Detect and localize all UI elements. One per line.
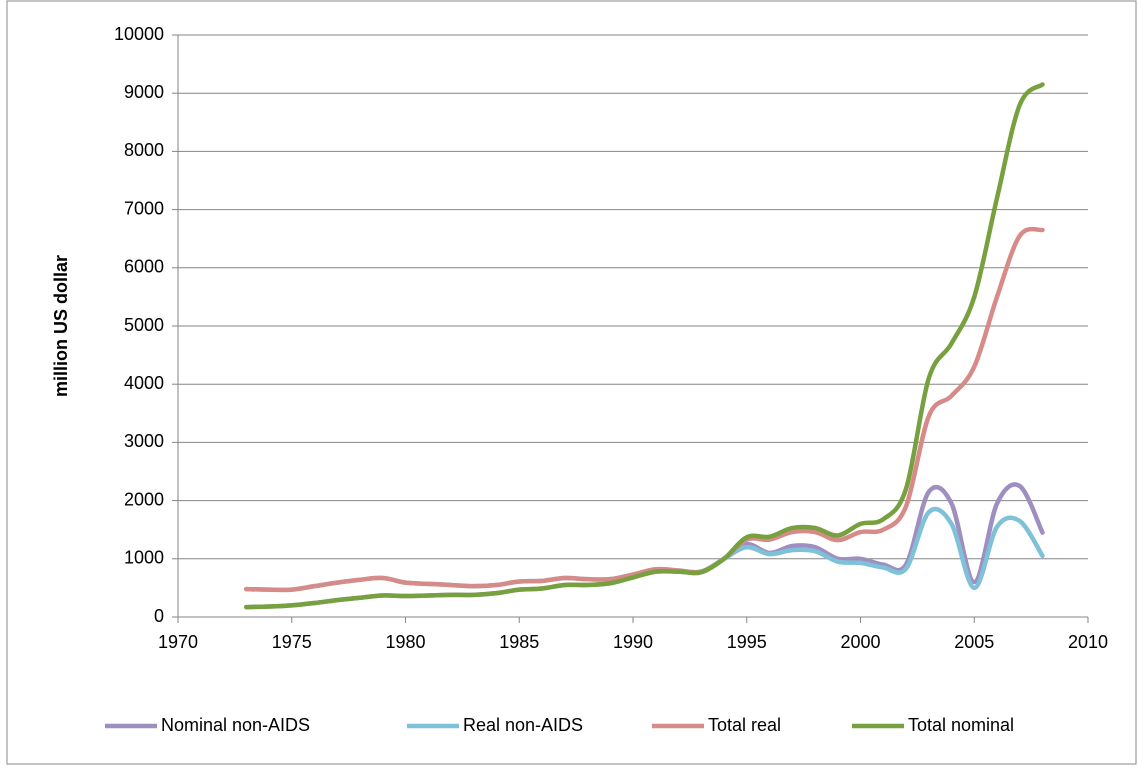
series-line <box>244 482 1045 610</box>
series-line <box>244 82 1045 610</box>
x-tick-label: 1970 <box>158 632 198 652</box>
x-tick-label: 1980 <box>385 632 425 652</box>
legend-label: Total real <box>708 715 781 735</box>
y-tick-label: 9000 <box>124 82 164 102</box>
y-tick-label: 2000 <box>124 489 164 509</box>
series-line <box>244 226 1045 593</box>
y-tick-label: 3000 <box>124 431 164 451</box>
x-tick-label: 2010 <box>1068 632 1108 652</box>
chart-frame <box>6 0 1137 765</box>
y-tick-label: 5000 <box>124 315 164 335</box>
legend-label: Real non-AIDS <box>463 715 583 735</box>
y-tick-label: 6000 <box>124 257 164 277</box>
y-tick-label: 1000 <box>124 548 164 568</box>
y-tick-label: 8000 <box>124 140 164 160</box>
y-tick-label: 7000 <box>124 198 164 218</box>
x-tick-label: 2000 <box>840 632 880 652</box>
y-tick-label: 0 <box>154 606 164 626</box>
y-tick-label: 4000 <box>124 373 164 393</box>
legend-label: Total nominal <box>908 715 1014 735</box>
x-tick-label: 1995 <box>727 632 767 652</box>
x-tick-label: 2005 <box>954 632 994 652</box>
x-tick-label: 1975 <box>272 632 312 652</box>
legend-label: Nominal non-AIDS <box>161 715 310 735</box>
y-axis-label: million US dollar <box>51 255 71 397</box>
x-tick-label: 1990 <box>613 632 653 652</box>
x-tick-label: 1985 <box>499 632 539 652</box>
y-tick-label: 10000 <box>114 24 164 44</box>
